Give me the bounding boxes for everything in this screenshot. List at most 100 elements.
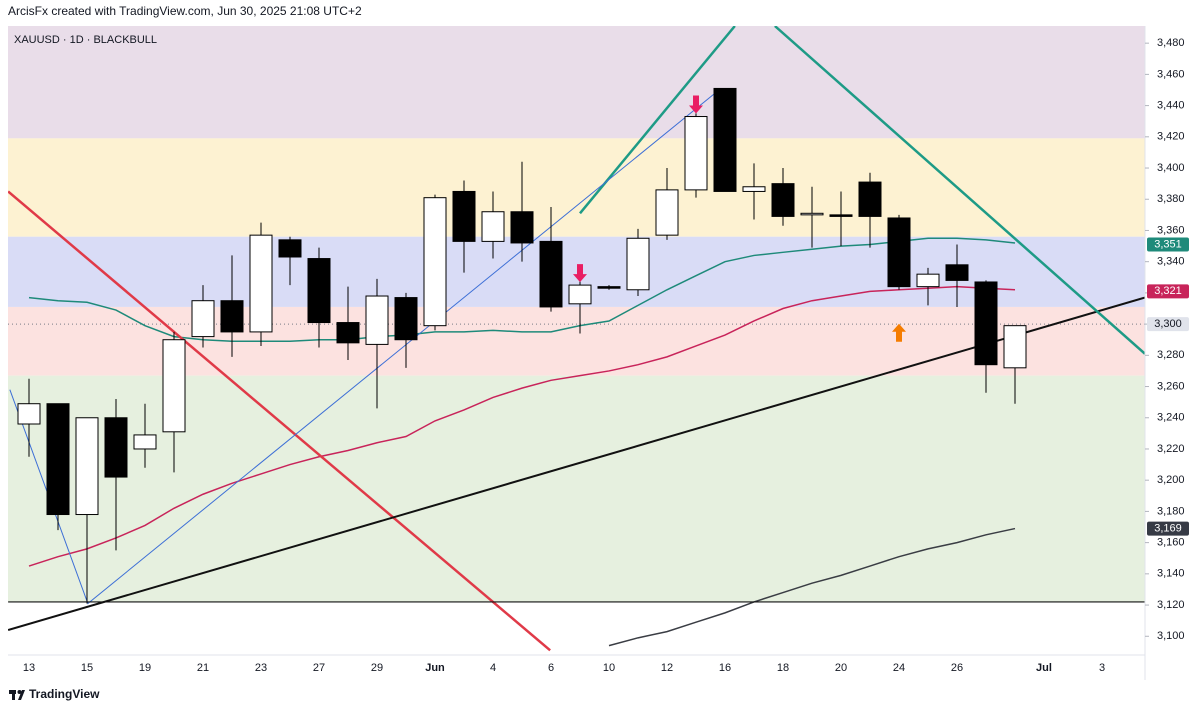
symbol: XAUUSD · 1D · BLACKBULL	[14, 34, 157, 46]
price-tag	[1147, 521, 1189, 536]
plot-area	[8, 26, 1145, 652]
candle-body	[249, 234, 273, 333]
candle-body	[481, 211, 505, 242]
x-tick-label: 26	[951, 662, 963, 674]
price-tag	[1147, 237, 1189, 252]
y-tick-label: 3,400	[1157, 162, 1185, 174]
y-tick-label: 3,200	[1157, 474, 1185, 486]
candle-body	[655, 189, 679, 236]
y-tick-label: 3,360	[1157, 224, 1185, 236]
trend-line	[8, 190, 551, 652]
y-tick-label: 3,180	[1157, 505, 1185, 517]
x-tick-label: 12	[661, 662, 673, 674]
zone	[8, 138, 1145, 237]
x-tick-label: 13	[23, 662, 35, 674]
candle-body	[539, 240, 563, 308]
y-tick-label: 3,460	[1157, 68, 1185, 80]
candle-body	[17, 403, 41, 425]
candle-body	[365, 295, 389, 345]
candle-body	[829, 214, 853, 217]
y-tick-label: 3,240	[1157, 412, 1185, 424]
candle-body	[800, 212, 824, 216]
price-tag-label: 3,169	[1154, 522, 1182, 534]
candle-body	[713, 87, 737, 192]
x-tick-label: 16	[719, 662, 731, 674]
candle-body	[75, 417, 99, 516]
trend-line	[8, 296, 1145, 631]
candle-body	[510, 211, 534, 244]
y-tick-label: 3,140	[1157, 568, 1185, 580]
signal-arrow	[689, 95, 703, 114]
logo-shape	[12, 690, 15, 700]
candle-body	[887, 217, 911, 288]
y-tick-label: 3,380	[1157, 193, 1185, 205]
price-tag	[1147, 317, 1189, 332]
trend-line	[774, 26, 1145, 355]
candle-body	[568, 284, 592, 305]
y-tick-label: 3,340	[1157, 256, 1185, 268]
candle-body	[452, 190, 476, 242]
x-tick-label: 6	[548, 662, 554, 674]
candle-body	[133, 434, 157, 450]
header: ArcisFx created with TradingView.com, Ju…	[8, 4, 362, 18]
candle-body	[191, 300, 215, 338]
moving-average	[608, 527, 1016, 647]
candle-body	[597, 286, 621, 289]
x-tick-label: 15	[81, 662, 93, 674]
x-tick-label: 23	[255, 662, 267, 674]
logo-shape	[18, 690, 25, 700]
candle-body	[278, 239, 302, 258]
y-tick-label: 3,280	[1157, 349, 1185, 361]
candle-body	[684, 116, 708, 191]
y-tick-label: 3,120	[1157, 599, 1185, 611]
candle-body	[974, 281, 998, 366]
x-tick-label: 20	[835, 662, 847, 674]
candle-body	[742, 186, 766, 192]
candle-body	[394, 297, 418, 341]
x-tick-label: 27	[313, 662, 325, 674]
candle-body	[945, 264, 969, 281]
x-tick-label: 19	[139, 662, 151, 674]
x-tick-label: 29	[371, 662, 383, 674]
candle-body	[858, 181, 882, 217]
candle-body	[104, 417, 128, 478]
y-tick-label: 3,440	[1157, 100, 1185, 112]
x-tick-label: Jul	[1036, 662, 1052, 674]
zone	[8, 26, 1145, 139]
price-tag-label: 3,351	[1154, 238, 1182, 250]
y-tick-label: 3,420	[1157, 131, 1185, 143]
y-tick-label: 3,480	[1157, 37, 1185, 49]
x-tick-label: 18	[777, 662, 789, 674]
footer: TradingView	[29, 687, 100, 701]
logo-shape	[17, 690, 22, 694]
x-tick-label: 3	[1099, 662, 1105, 674]
zone	[8, 375, 1145, 602]
signal-arrow	[573, 264, 587, 283]
candle-body	[771, 183, 795, 217]
y-tick-label: 3,160	[1157, 537, 1185, 549]
candle-body	[423, 197, 447, 327]
x-tick-label: 21	[197, 662, 209, 674]
candle-body	[307, 258, 331, 324]
candle-body	[220, 300, 244, 333]
moving-average	[28, 237, 1016, 343]
moving-average	[28, 285, 1016, 567]
candle-body	[336, 322, 360, 344]
y-tick-label: 3,100	[1157, 630, 1185, 642]
candle-body	[162, 339, 186, 433]
price-tag-label: 3,300	[1154, 318, 1182, 330]
price-tag-label: 3,321	[1154, 285, 1182, 297]
price-tag	[1147, 284, 1189, 299]
candle-body	[1003, 325, 1027, 369]
x-tick-label: 24	[893, 662, 905, 674]
trend-line	[9, 92, 716, 605]
signal-arrow	[892, 323, 906, 342]
candle-body	[46, 403, 70, 516]
y-tick-label: 3,260	[1157, 380, 1185, 392]
candle-body	[626, 237, 650, 291]
candle-body	[916, 273, 940, 288]
x-tick-label: 10	[603, 662, 615, 674]
logo	[9, 690, 25, 700]
